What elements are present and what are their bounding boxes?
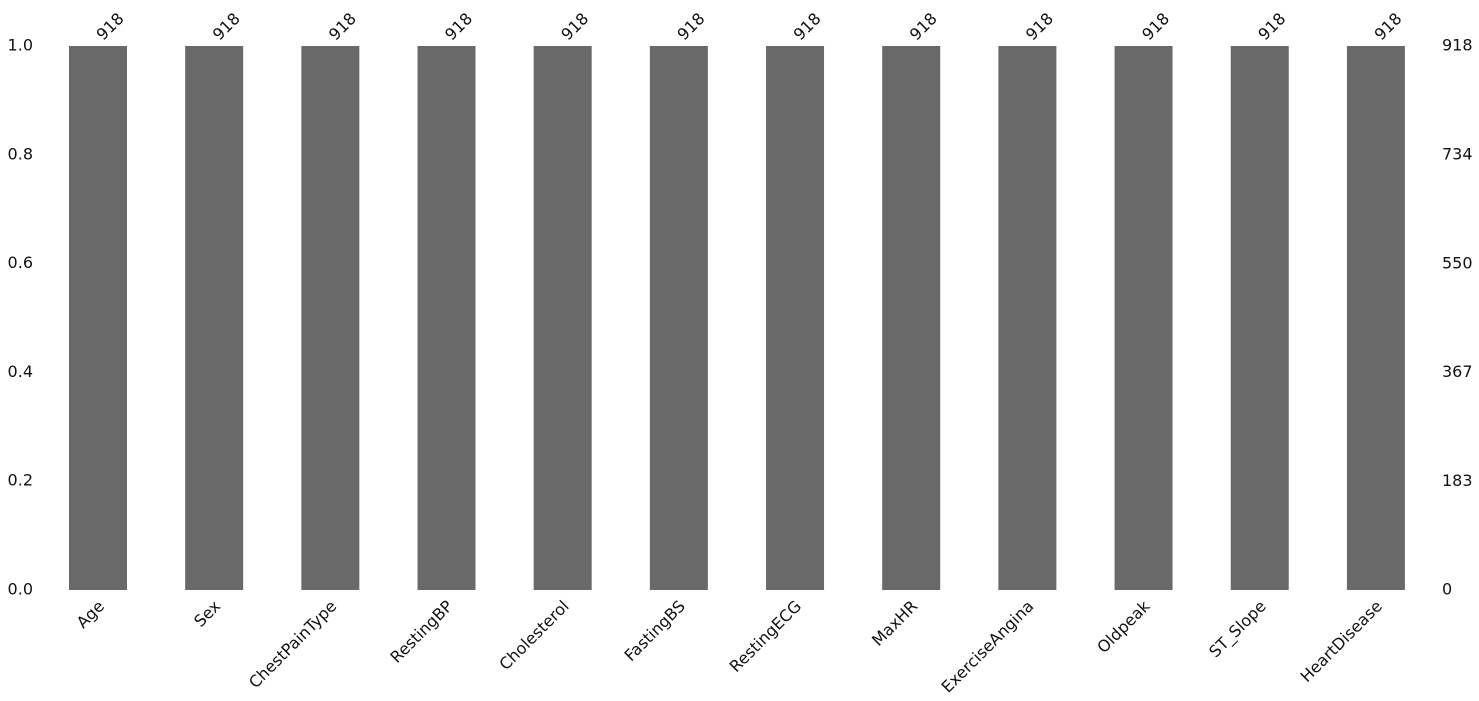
x-tick-label: Age — [73, 597, 108, 632]
x-tick-label: FastingBS — [620, 597, 688, 665]
y2-tick-label: 734 — [1442, 145, 1473, 164]
x-tick-label: HeartDisease — [1296, 597, 1385, 686]
data-label: 918 — [209, 9, 244, 44]
data-label: 918 — [1022, 9, 1057, 44]
y-tick-label: 0.4 — [8, 362, 33, 381]
bar — [301, 46, 360, 590]
y-tick-label: 0.2 — [8, 471, 33, 490]
x-tick-label: ExerciseAngina — [938, 597, 1038, 697]
y2-tick-label: 550 — [1442, 254, 1473, 273]
y2-tick-label: 183 — [1442, 471, 1473, 490]
data-label: 918 — [557, 9, 592, 44]
bar — [533, 46, 592, 590]
bar — [766, 46, 825, 590]
x-tick-label: Cholesterol — [495, 597, 572, 674]
bar — [68, 46, 127, 590]
data-label: 918 — [325, 9, 360, 44]
y-tick-label: 0.6 — [8, 253, 33, 272]
x-tick-label: RestingBP — [386, 596, 456, 666]
x-tick-label: Sex — [190, 597, 224, 631]
data-label: 918 — [1370, 9, 1405, 44]
y-tick-label: 0.8 — [8, 144, 33, 163]
bar — [649, 46, 708, 590]
bar — [998, 46, 1057, 590]
x-tick-label: RestingECG — [726, 597, 805, 676]
x-tick-label: MaxHR — [868, 597, 921, 650]
data-label: 918 — [906, 9, 941, 44]
data-label: 918 — [673, 9, 708, 44]
bar — [185, 46, 244, 590]
bar — [882, 46, 941, 590]
bar — [1230, 46, 1289, 590]
y-tick-label: 1.0 — [8, 36, 33, 55]
y2-tick-label: 918 — [1442, 36, 1473, 55]
bar — [1346, 46, 1405, 590]
data-label: 918 — [1254, 9, 1289, 44]
y-tick-label: 0.0 — [8, 580, 33, 599]
data-label: 918 — [1138, 9, 1173, 44]
data-label: 918 — [441, 9, 476, 44]
bar — [1114, 46, 1173, 590]
y2-tick-label: 0 — [1442, 580, 1452, 599]
x-tick-label: Oldpeak — [1093, 596, 1154, 657]
x-tick-label: ST_Slope — [1205, 597, 1270, 662]
data-label: 918 — [790, 9, 825, 44]
x-tick-label: ChestPainType — [245, 597, 340, 692]
bar — [417, 46, 476, 590]
data-label: 918 — [93, 9, 128, 44]
y2-tick-label: 367 — [1442, 362, 1473, 381]
